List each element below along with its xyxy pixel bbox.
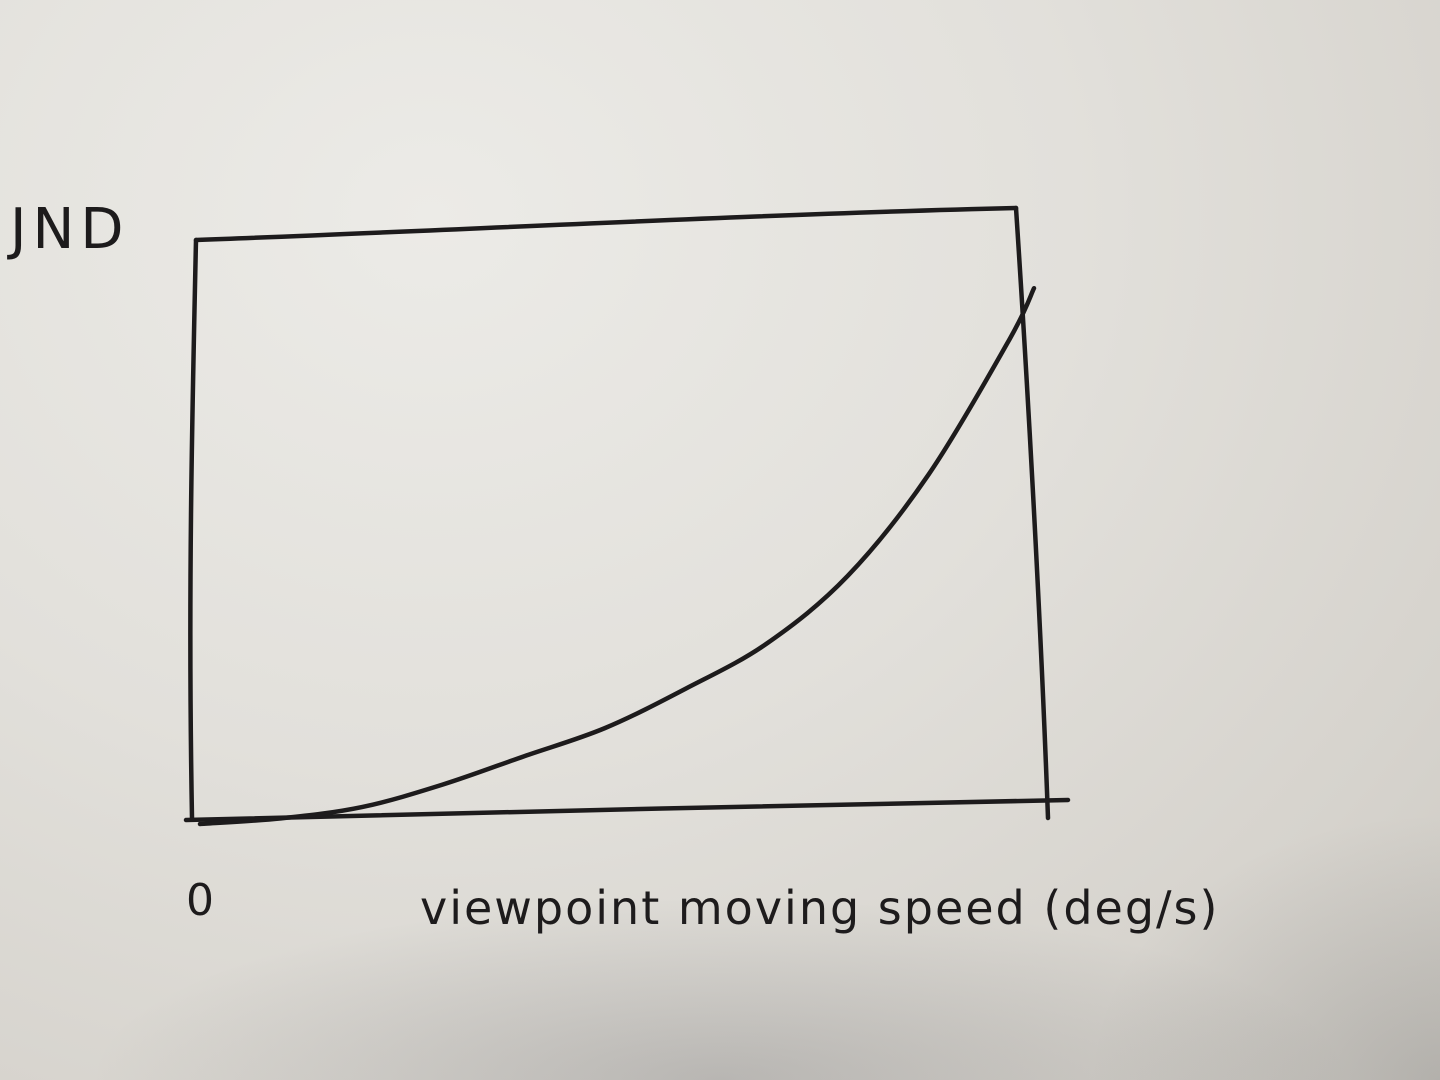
frame-top (193, 205, 1019, 243)
frame-left (188, 237, 199, 821)
y-axis-label: JND (7, 197, 130, 262)
x-axis (183, 797, 1071, 823)
x-tick-label-0: 0 (186, 875, 214, 926)
x-axis-ticks: 0 (186, 875, 214, 926)
plot-frame (183, 205, 1071, 823)
frame-right (1013, 205, 1051, 821)
x-axis-label: viewpoint moving speed (deg/s) (420, 881, 1219, 935)
series-line (197, 285, 1037, 827)
